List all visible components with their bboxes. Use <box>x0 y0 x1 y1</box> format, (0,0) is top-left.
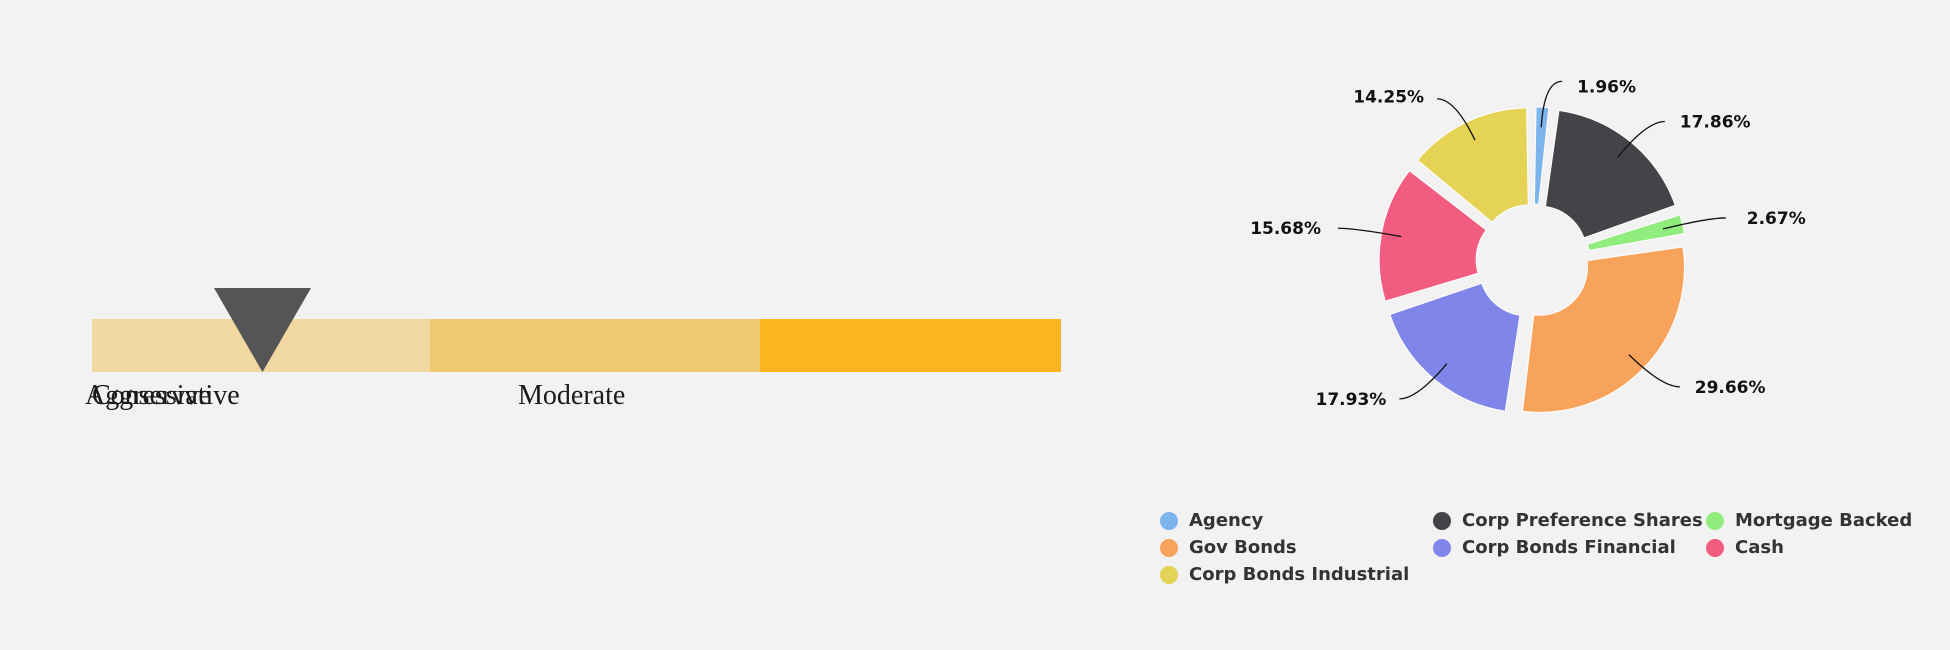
legend-item-mortgage-backed[interactable]: Mortgage Backed <box>1706 510 1912 531</box>
data-label-mortgage-backed: 2.67% <box>1747 209 1806 229</box>
slice-corp-bonds-financial[interactable] <box>1389 282 1521 412</box>
legend-label: Gov Bonds <box>1189 537 1297 558</box>
legend-item-gov-bonds[interactable]: Gov Bonds <box>1160 537 1297 558</box>
data-label-corp-bonds-industrial: 14.25% <box>1353 88 1424 108</box>
data-label-cash: 15.68% <box>1250 219 1321 239</box>
connector-gov-bonds <box>1628 354 1680 388</box>
triangle-down-icon <box>214 288 312 372</box>
legend-label: Agency <box>1189 510 1264 531</box>
connector-mortgage-backed <box>1662 217 1726 230</box>
slice-agency[interactable] <box>1533 106 1550 205</box>
data-label-gov-bonds: 29.66% <box>1695 378 1766 398</box>
slice-gov-bonds[interactable] <box>1521 246 1685 413</box>
risk-label-moderate: Moderate <box>518 380 626 411</box>
data-label-agency: 1.96% <box>1577 77 1636 97</box>
legend-label: Corp Bonds Financial <box>1462 537 1676 558</box>
legend-item-agency[interactable]: Agency <box>1160 510 1263 531</box>
risk-label-conservative: Conservative <box>92 380 240 411</box>
legend-swatch-corp-bonds-financial <box>1433 538 1451 557</box>
legend-label: Corp Bonds Industrial <box>1189 564 1410 585</box>
connector-corp-preference-shares <box>1617 120 1665 158</box>
risk-segment-aggressive <box>760 319 1061 372</box>
legend-swatch-corp-preference-shares <box>1433 511 1451 530</box>
legend-item-corp-preference-shares[interactable]: Corp Preference Shares <box>1433 510 1703 531</box>
legend-swatch-gov-bonds <box>1160 538 1178 557</box>
legend-label: Corp Preference Shares <box>1462 510 1703 531</box>
data-label-corp-preference-shares: 17.86% <box>1680 113 1751 133</box>
risk-meter: Conservative Moderate Aggressive <box>85 288 1061 411</box>
slice-cash[interactable] <box>1378 169 1487 302</box>
connector-cash <box>1338 227 1402 238</box>
slice-corp-preference-shares[interactable] <box>1544 109 1676 239</box>
allocation-donut-chart: 1.96% 17.86% 2.67% 29.66% 17.93% 15.68% 14.25% <box>1250 77 1806 413</box>
connector-corp-bonds-industrial <box>1437 98 1476 141</box>
slice-corp-bonds-industrial[interactable] <box>1416 107 1529 223</box>
data-label-corp-bonds-financial: 17.93% <box>1316 390 1387 410</box>
legend-swatch-mortgage-backed <box>1706 511 1724 530</box>
legend-swatch-agency <box>1160 511 1178 530</box>
legend-label: Cash <box>1735 537 1784 558</box>
connector-agency <box>1540 80 1563 128</box>
legend-label: Mortgage Backed <box>1735 510 1913 531</box>
risk-label-aggressive: Aggressive <box>85 380 211 411</box>
connector-corp-bonds-financial <box>1399 363 1448 400</box>
legend-item-corp-bonds-industrial[interactable]: Corp Bonds Industrial <box>1160 564 1409 585</box>
legend-item-cash[interactable]: Cash <box>1706 537 1784 558</box>
chart-legend: Agency Corp Preference Shares Mortgage Bac… <box>1160 510 1930 600</box>
legend-swatch-corp-bonds-industrial <box>1160 565 1178 584</box>
slice-mortgage-backed[interactable] <box>1586 214 1686 252</box>
risk-segment-moderate <box>430 319 760 372</box>
legend-item-corp-bonds-financial[interactable]: Corp Bonds Financial <box>1433 537 1676 558</box>
legend-swatch-cash <box>1706 538 1724 557</box>
